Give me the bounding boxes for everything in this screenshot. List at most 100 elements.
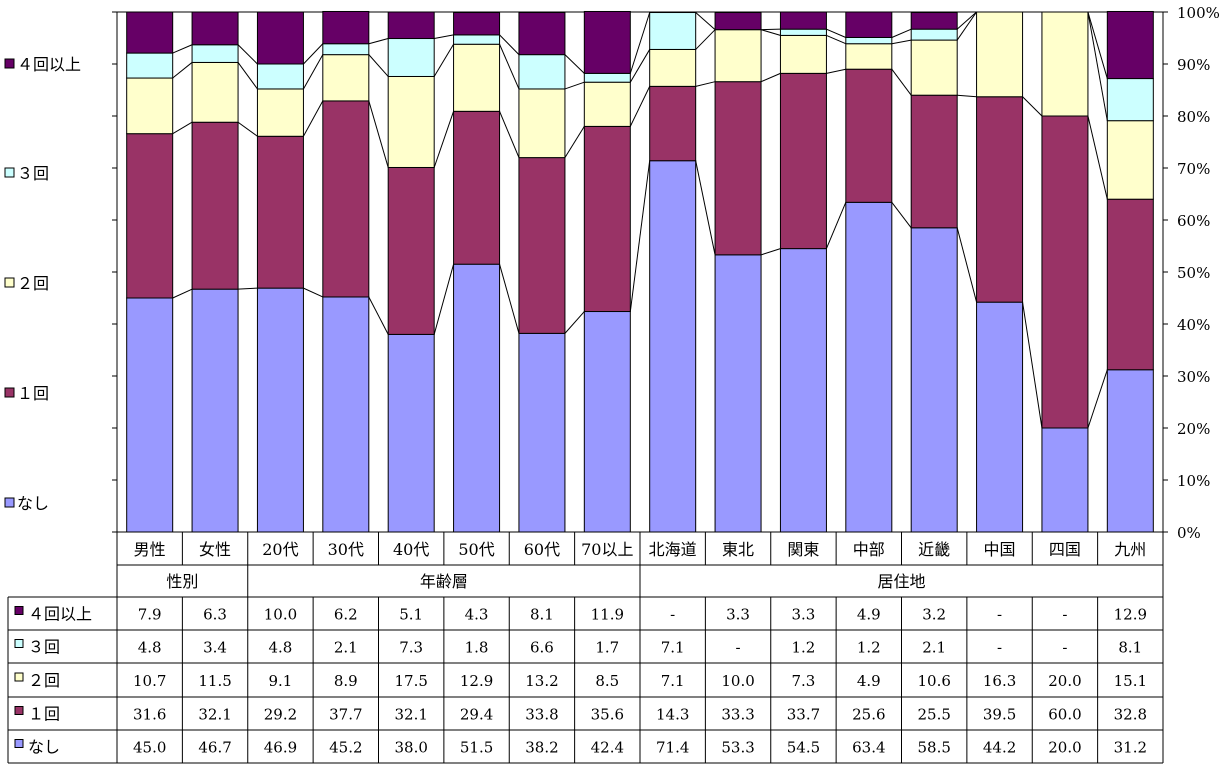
data-label: 4.8 [138, 639, 162, 657]
data-label: 42.4 [591, 739, 624, 757]
series-line [499, 264, 520, 334]
bar-segment [1041, 11, 1089, 117]
data-label: 9.1 [269, 672, 293, 690]
bar-segment [191, 288, 239, 533]
table-legend-swatch [14, 606, 24, 615]
bar-segment [322, 100, 370, 298]
data-label: 3.4 [203, 639, 227, 657]
legend-swatch [4, 497, 15, 508]
bar-segment [910, 39, 958, 96]
bar-segment [976, 96, 1024, 303]
legend-label: なし [17, 494, 49, 513]
series-line [695, 160, 716, 255]
bar-segment [518, 12, 566, 56]
bar-segment [779, 34, 827, 74]
y-tick-label: 80% [1177, 108, 1210, 126]
bar-segment [387, 38, 435, 77]
series-line [238, 287, 258, 290]
category-label: 20代 [262, 540, 298, 559]
bar-segment [191, 44, 239, 63]
bar-segment [126, 11, 174, 54]
data-label: 35.6 [591, 706, 624, 724]
series-line [1087, 11, 1108, 121]
series-line [826, 68, 846, 74]
data-label: 7.3 [792, 672, 816, 690]
series-line [1022, 302, 1043, 429]
y-tick-label: 30% [1177, 368, 1210, 386]
series-line [368, 100, 389, 168]
category-label: 関東 [787, 540, 819, 559]
series-line [695, 12, 716, 31]
data-label: 1.8 [465, 639, 489, 657]
data-label: 8.9 [334, 672, 358, 690]
series-line [172, 62, 193, 79]
bar-segment [910, 12, 958, 30]
bar-segment [126, 297, 174, 533]
data-label: 15.1 [1114, 672, 1147, 690]
bar-segment [256, 63, 304, 90]
bar-segment [976, 301, 1024, 533]
data-label: 4.8 [269, 639, 293, 657]
series-line [237, 121, 258, 137]
series-line [891, 28, 912, 38]
data-label: 32.1 [198, 706, 231, 724]
legend-swatch [4, 58, 15, 69]
series-line [499, 44, 520, 90]
bar-segment [649, 12, 697, 50]
bar-segment [191, 121, 239, 290]
bar-segment [387, 75, 435, 168]
data-label: 8.5 [595, 672, 619, 690]
category-label: 近畿 [918, 540, 950, 559]
data-label: 60.0 [1048, 706, 1081, 724]
category-label: 中部 [853, 540, 885, 559]
bar-segment [322, 10, 370, 45]
data-label: 1.7 [595, 639, 619, 657]
series-line [303, 43, 324, 65]
category-label: 女性 [199, 540, 231, 559]
y-tick-label: 100% [1177, 4, 1220, 22]
legend-label: １回 [17, 384, 49, 403]
data-label: 33.7 [787, 706, 820, 724]
data-label: 6.6 [530, 639, 554, 657]
series-line [303, 54, 324, 90]
data-label: 16.3 [983, 672, 1016, 690]
data-label: 71.4 [656, 739, 689, 757]
series-line [237, 62, 258, 90]
series-line [957, 94, 977, 98]
data-label: - [1062, 606, 1067, 624]
data-label: 7.1 [661, 672, 685, 690]
bar-segment [779, 72, 827, 250]
series-line [564, 54, 585, 74]
bar-segment [1041, 115, 1089, 429]
data-label: 6.3 [203, 606, 227, 624]
y-tick-label: 20% [1177, 420, 1210, 438]
bar-segment [714, 254, 762, 533]
bar-segment [845, 36, 893, 45]
bar-segment [649, 160, 697, 533]
series-line [826, 28, 847, 38]
series-line [956, 11, 977, 30]
series-line [368, 296, 389, 335]
bar-segment [191, 61, 239, 123]
category-label: 70以上 [581, 540, 633, 559]
data-label: 7.9 [138, 606, 162, 624]
bar-segment [779, 28, 827, 36]
series-line [1022, 96, 1043, 117]
bar-segment [453, 12, 501, 36]
data-label: 37.7 [329, 706, 362, 724]
table-row-label: ２回 [28, 671, 60, 690]
series-line [499, 34, 520, 55]
bar-segment [714, 12, 762, 31]
data-label: 10.7 [133, 672, 166, 690]
bar-segment [845, 11, 893, 38]
bar-segment [1106, 369, 1154, 533]
bar-segment [126, 52, 174, 79]
data-label: 1.2 [857, 639, 881, 657]
y-tick-label: 90% [1177, 56, 1210, 74]
series-line [172, 121, 193, 135]
series-line [695, 29, 716, 50]
data-label: - [997, 606, 1002, 624]
data-label: 51.5 [460, 739, 493, 757]
bar-segment [322, 54, 370, 102]
bar-segment [714, 81, 762, 256]
